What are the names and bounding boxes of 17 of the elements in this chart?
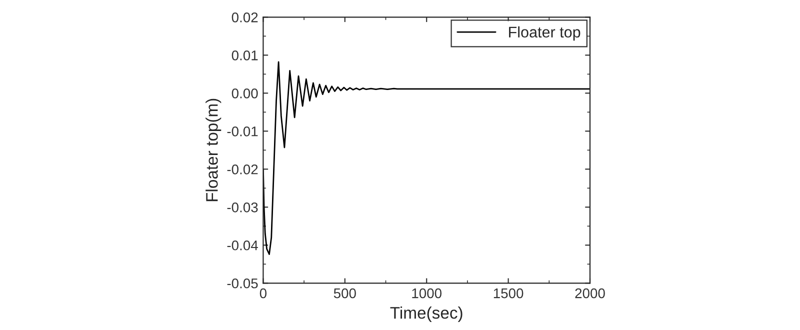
y-tick-label: -0.04 bbox=[227, 240, 258, 250]
y-axis-title: Floater top(m) bbox=[206, 98, 222, 202]
x-tick-label: 2000 bbox=[575, 288, 605, 298]
y-tick-label: -0.02 bbox=[227, 164, 258, 174]
x-axis-title: Time(sec) bbox=[390, 306, 462, 322]
x-tick-label: 1500 bbox=[494, 288, 524, 298]
y-tick-label: -0.01 bbox=[227, 126, 258, 136]
y-tick-label: -0.03 bbox=[227, 202, 258, 212]
y-tick-label: 0.00 bbox=[232, 88, 258, 98]
legend-label: Floater top bbox=[509, 26, 580, 41]
x-tick-label: 1000 bbox=[412, 288, 442, 298]
y-tick-label: 0.01 bbox=[232, 50, 258, 60]
y-tick-label: 0.02 bbox=[232, 12, 258, 22]
line-series bbox=[263, 61, 590, 255]
x-tick-label: 500 bbox=[334, 288, 356, 298]
x-tick-label: 0 bbox=[260, 288, 267, 298]
y-tick-label: -0.05 bbox=[227, 278, 258, 288]
